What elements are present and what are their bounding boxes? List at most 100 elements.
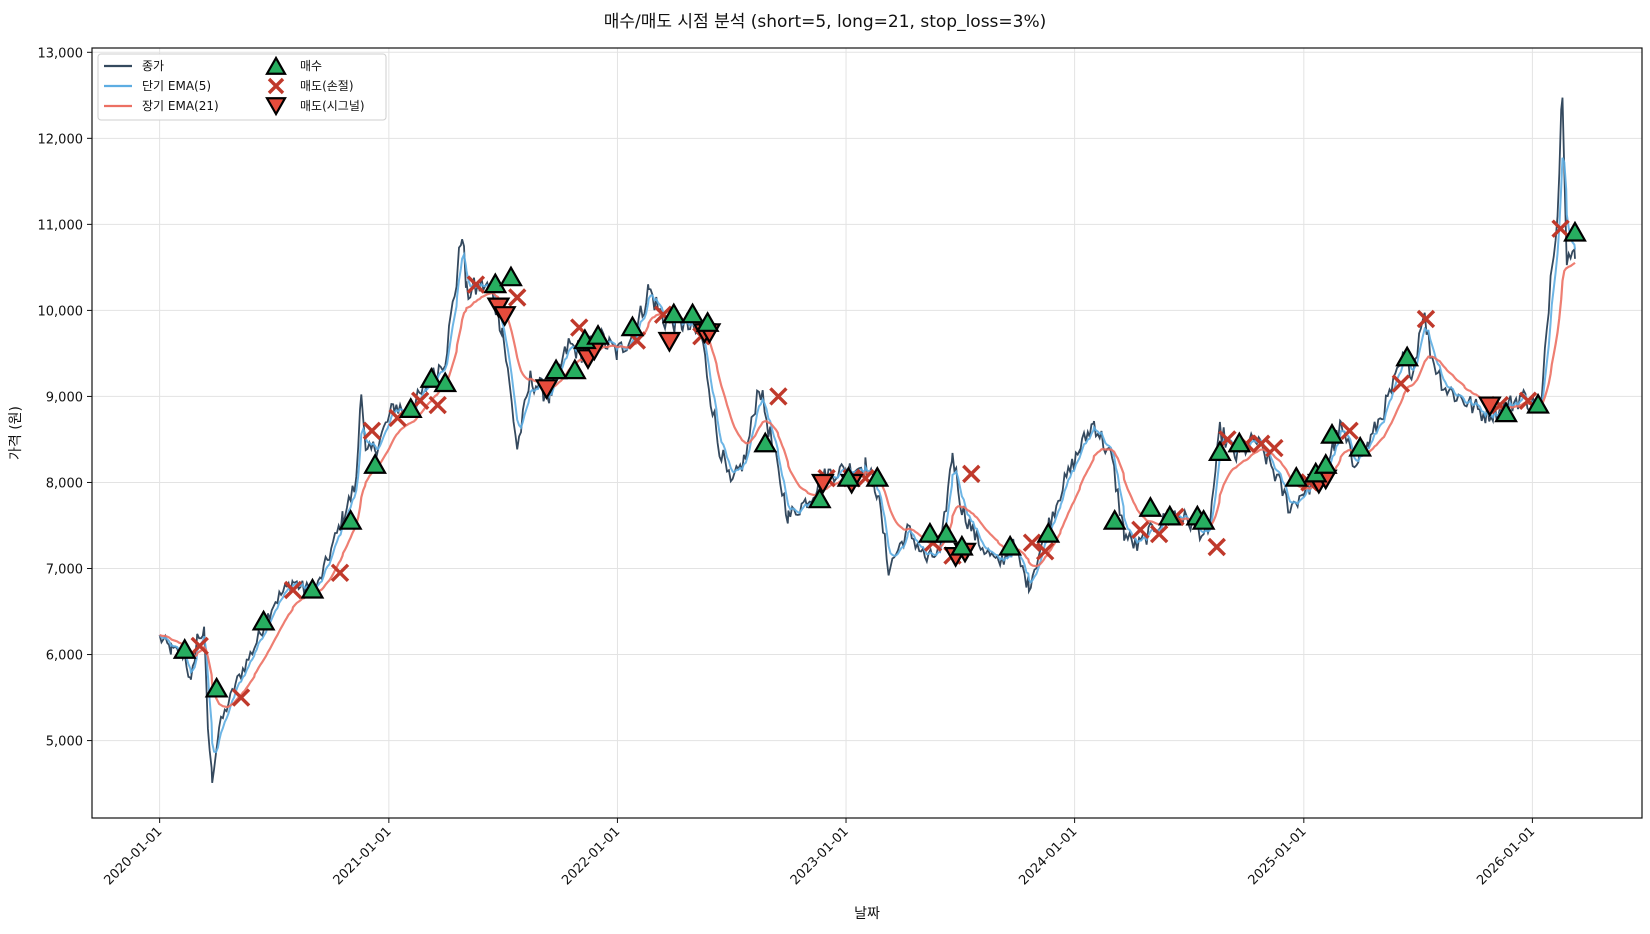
buy-marker <box>499 265 523 287</box>
y-tick-label: 6,000 <box>46 649 83 664</box>
ema-long-line <box>159 261 1576 709</box>
legend-label: 단기 EMA(5) <box>142 79 211 93</box>
buy-marker <box>300 577 325 599</box>
buy-marker <box>1191 508 1216 530</box>
buy-marker <box>934 521 959 543</box>
legend-buy-symbol <box>265 55 287 75</box>
buy-marker <box>1157 504 1182 526</box>
marker-layer <box>172 219 1587 707</box>
buy-marker <box>998 534 1022 556</box>
sell-stop-marker <box>1131 520 1150 539</box>
buy-marker <box>1284 465 1309 487</box>
legend-label: 매도(손절) <box>300 79 354 93</box>
sell-stop-marker <box>330 563 350 583</box>
buy-marker <box>363 453 387 474</box>
legend-sell-stop-symbol <box>267 77 285 95</box>
y-tick-label: 9,000 <box>46 390 83 405</box>
buy-marker <box>419 367 444 388</box>
sell-signal-marker <box>657 331 682 353</box>
buy-marker <box>865 465 890 487</box>
x-tick-label: 2024-01-01 <box>1016 824 1080 888</box>
legend-label: 매수 <box>300 59 322 73</box>
legend-label: 종가 <box>142 59 164 73</box>
buy-marker <box>695 311 720 332</box>
y-tick-label: 12,000 <box>38 132 84 147</box>
sell-stop-marker <box>1207 537 1226 557</box>
chart-title: 매수/매도 시점 분석 (short=5, long=21, stop_loss… <box>604 12 1047 32</box>
buy-marker <box>483 272 508 294</box>
buy-marker <box>949 534 974 556</box>
x-tick-label: 2026-01-01 <box>1474 824 1538 888</box>
y-tick-label: 11,000 <box>38 218 84 233</box>
sell-stop-marker <box>1340 421 1359 441</box>
sell-stop-marker <box>1391 374 1411 393</box>
buy-marker <box>204 676 229 698</box>
buy-marker <box>1494 401 1518 423</box>
y-tick-label: 8,000 <box>46 476 83 491</box>
buy-marker <box>1313 453 1338 474</box>
sell-stop-marker <box>1416 309 1436 329</box>
sell-stop-marker <box>962 464 981 484</box>
buy-marker <box>1563 220 1587 242</box>
plot-frame <box>91 47 1643 819</box>
buy-marker <box>836 465 861 487</box>
y-tick-label: 10,000 <box>38 304 84 319</box>
legend-label: 매도(시그널) <box>300 99 365 113</box>
buy-marker <box>1036 521 1061 543</box>
buy-marker <box>1395 345 1420 367</box>
y-axis-label: 가격 (원) <box>8 406 24 460</box>
sell-signal-marker <box>1477 396 1502 418</box>
buy-marker <box>807 487 832 509</box>
buy-marker <box>1320 422 1344 444</box>
x-tick-label: 2025-01-01 <box>1246 824 1310 888</box>
buy-marker <box>620 315 645 337</box>
x-tick-label: 2020-01-01 <box>101 824 165 888</box>
sell-stop-marker <box>190 636 209 656</box>
buy-marker <box>338 508 363 530</box>
sell-stop-marker <box>1252 434 1271 453</box>
y-tick-label: 5,000 <box>46 735 83 750</box>
buy-marker <box>398 397 423 418</box>
sell-stop-marker <box>466 275 486 294</box>
buy-marker <box>1348 435 1373 457</box>
x-tick-label: 2021-01-01 <box>331 824 395 888</box>
buy-marker <box>1138 496 1163 517</box>
sell-stop-marker <box>1149 524 1169 544</box>
sell-signal-marker <box>810 473 835 495</box>
sell-stop-marker <box>362 421 382 441</box>
buy-marker <box>661 302 686 324</box>
sell-signal-marker <box>492 306 517 327</box>
sell-stop-marker <box>428 395 447 415</box>
sell-stop-marker <box>1265 438 1284 458</box>
sell-stop-marker <box>1035 542 1055 561</box>
legend-box <box>97 53 387 121</box>
grid-lines <box>92 48 1642 818</box>
sell-stop-marker <box>1551 219 1570 238</box>
x-axis-label: 날짜 <box>854 906 880 922</box>
buy-marker <box>544 358 568 380</box>
legend-sell-signal-symbol <box>265 97 287 117</box>
legend-label: 장기 EMA(21) <box>142 99 219 113</box>
buy-marker <box>251 609 276 631</box>
buy-marker <box>1526 392 1550 414</box>
buy-marker <box>1102 508 1127 530</box>
sell-stop-marker <box>231 688 251 707</box>
buy-marker <box>1208 440 1232 461</box>
sell-stop-marker <box>769 387 788 406</box>
sell-stop-marker <box>283 580 303 600</box>
y-tick-label: 13,000 <box>38 46 84 61</box>
sell-signal-marker <box>534 379 559 401</box>
buy-marker <box>1227 431 1252 453</box>
buy-marker <box>433 371 458 393</box>
buy-marker <box>918 521 942 543</box>
y-tick-label: 7,000 <box>46 563 83 578</box>
sell-stop-marker <box>1022 533 1042 552</box>
buy-marker <box>562 358 587 380</box>
buy-marker <box>172 638 197 659</box>
buy-marker <box>753 431 778 453</box>
x-tick-label: 2023-01-01 <box>788 824 852 888</box>
sell-stop-marker <box>508 288 527 307</box>
